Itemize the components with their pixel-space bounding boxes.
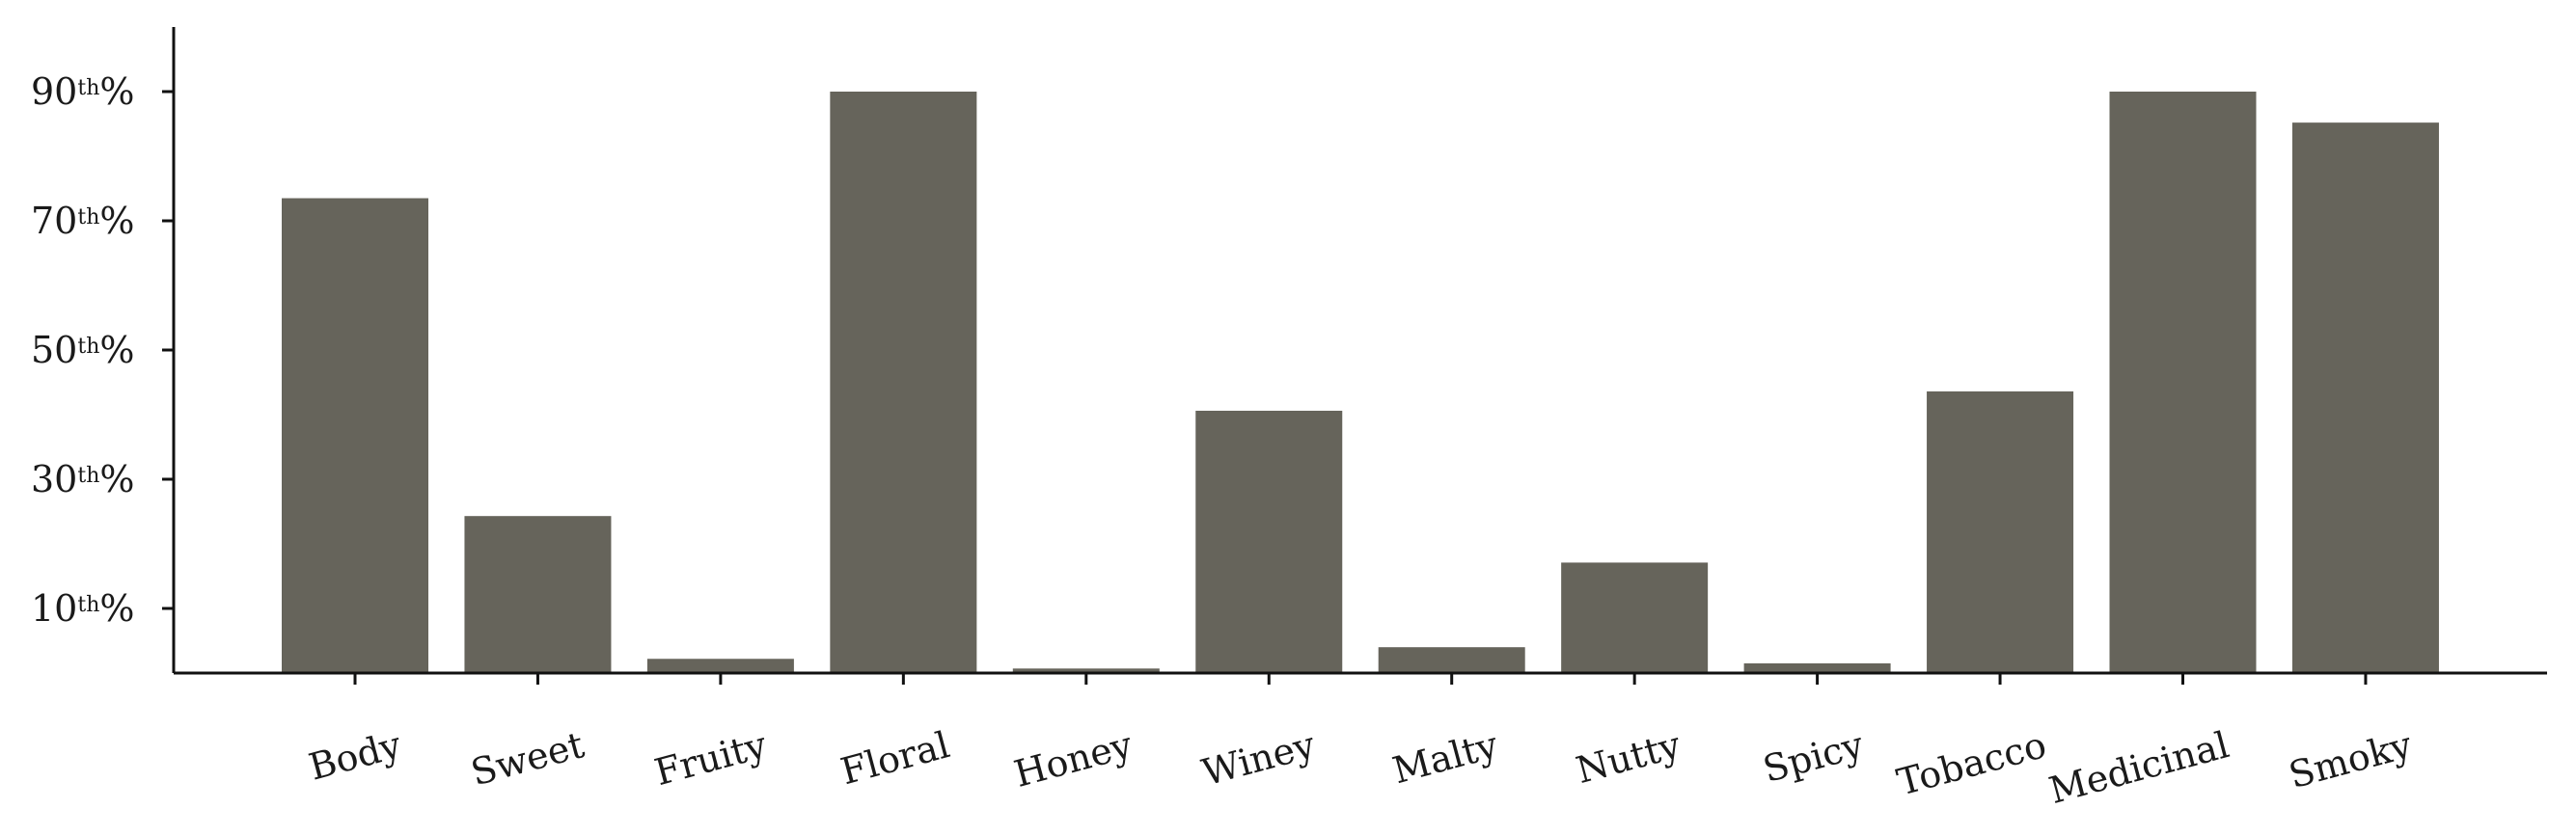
x-tick-label: Fruity	[650, 723, 772, 794]
x-tick-label: Malty	[1388, 723, 1503, 792]
bar-smoky	[2291, 122, 2439, 673]
y-tick-label: 90th%	[31, 70, 134, 113]
bar-sweet	[464, 516, 612, 673]
bar-spicy	[1743, 662, 1891, 673]
x-tick-label: Smoky	[2285, 723, 2417, 796]
y-axis-ticks: 10th% 30th% 50th% 70th% 90th%	[31, 70, 174, 630]
x-axis-ticks: Body Sweet Fruity Floral Honey Winey Malty Nutt…	[305, 673, 2417, 812]
x-tick-label: Tobacco	[1893, 723, 2051, 803]
bar-body	[282, 198, 428, 674]
bar-honey	[1012, 668, 1160, 673]
x-tick-label: Floral	[836, 723, 954, 793]
x-tick-label: Winey	[1197, 723, 1320, 794]
bar-winey	[1195, 410, 1343, 673]
x-tick-label: Honey	[1010, 723, 1137, 796]
bar-nutty	[1561, 562, 1709, 673]
bar-medicinal	[2109, 92, 2257, 673]
x-tick-label: Sweet	[467, 723, 589, 794]
bar-tobacco	[1927, 391, 2074, 673]
x-tick-label: Nutty	[1572, 723, 1685, 792]
x-tick-label: Body	[305, 723, 406, 789]
bar-fruity	[646, 659, 794, 673]
bars-group	[282, 92, 2439, 674]
x-tick-label: Medicinal	[2044, 723, 2233, 812]
y-tick-label: 70th%	[31, 200, 134, 242]
y-tick-label: 10th%	[31, 587, 134, 630]
y-tick-label: 50th%	[31, 329, 134, 371]
x-tick-label: Spicy	[1759, 723, 1869, 791]
y-tick-label: 30th%	[31, 458, 134, 500]
bar-malty	[1378, 647, 1525, 673]
bar-floral	[830, 92, 977, 673]
